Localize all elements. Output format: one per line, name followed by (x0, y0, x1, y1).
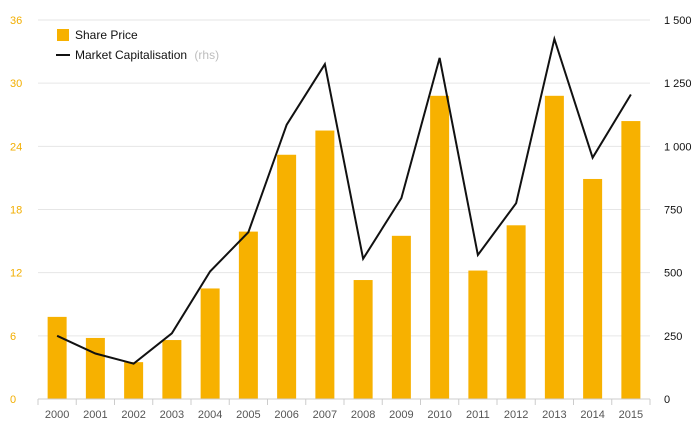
y-left-tick-label: 0 (10, 394, 16, 406)
bar-share-price (544, 95, 564, 400)
x-tick-label: 2003 (160, 409, 184, 421)
bar-share-price (391, 235, 411, 399)
x-tick-label: 2015 (619, 409, 643, 421)
legend-label-share-price: Share Price (75, 28, 138, 42)
x-tick-label: 2009 (389, 409, 413, 421)
y-right-tick-label: 500 (664, 268, 682, 280)
x-tick-label: 2012 (504, 409, 528, 421)
bar-share-price (583, 178, 603, 399)
bar-share-price (315, 130, 335, 399)
y-left-tick-label: 24 (10, 141, 22, 153)
x-tick-label: 2010 (427, 409, 451, 421)
bar-share-price (85, 337, 105, 399)
x-tick-label: 2004 (198, 409, 222, 421)
y-right-tick-label: 1 000 (664, 141, 692, 153)
bar-share-price (468, 270, 488, 399)
bar-share-price (200, 288, 220, 399)
legend-swatch-share-price (57, 29, 69, 41)
axes: 0 6 12 18 24 30 36 0 250 500 750 1 000 1 250 1 500 200… (10, 15, 692, 421)
legend-label-market-cap-text: Market Capitalisation (75, 48, 187, 62)
x-tick-label: 2007 (313, 409, 337, 421)
y-left-tick-label: 36 (10, 15, 22, 27)
legend-label-market-cap-note: (rhs) (194, 48, 219, 62)
bar-share-price (238, 231, 258, 399)
x-tick-label: 2011 (466, 409, 490, 421)
x-tick-label: 2005 (236, 409, 260, 421)
y-right-tick-label: 1 500 (664, 15, 692, 27)
y-right-tick-label: 250 (664, 331, 682, 343)
x-tick-label: 2014 (580, 409, 604, 421)
line-market-capitalisation (56, 35, 632, 365)
bar-share-price (162, 340, 182, 399)
x-tick-label: 2008 (351, 409, 375, 421)
bar-share-price (430, 95, 450, 400)
y-right-tick-label: 1 250 (664, 78, 692, 90)
y-left-tick-label: 30 (10, 78, 22, 90)
bar-share-price (277, 154, 297, 399)
legend: Share Price Market Capitalisation (rhs) (56, 28, 219, 62)
legend-label-market-cap: Market Capitalisation (rhs) (75, 48, 219, 62)
bar-share-price (47, 316, 67, 399)
x-tick-label: 2006 (274, 409, 298, 421)
bar-share-price (621, 121, 641, 400)
bar-share-price (353, 280, 373, 399)
x-tick-label: 2001 (83, 409, 107, 421)
y-left-tick-label: 6 (10, 331, 16, 343)
share-price-bars (47, 95, 641, 400)
y-right-tick-label: 750 (664, 205, 682, 217)
bar-share-price (124, 362, 144, 399)
bar-share-price (506, 225, 526, 399)
y-right-tick-label: 0 (664, 394, 670, 406)
y-left-tick-label: 12 (10, 268, 22, 280)
x-tick-label: 2002 (121, 409, 145, 421)
y-left-tick-label: 18 (10, 205, 22, 217)
x-tick-label: 2000 (45, 409, 69, 421)
market-cap-line (56, 35, 632, 365)
x-tick-label: 2013 (542, 409, 566, 421)
